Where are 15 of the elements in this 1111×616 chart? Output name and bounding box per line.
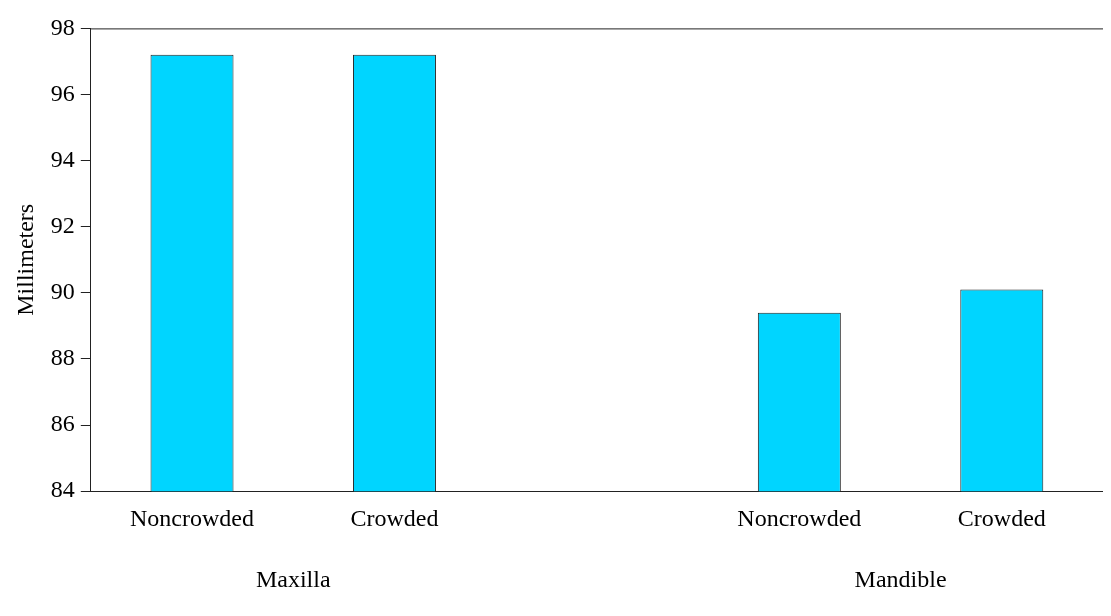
y-tick-label: 88 [50,344,75,371]
y-tick-label: 86 [50,410,75,437]
text: Maxilla [255,566,331,593]
y-tick-label: 96 [50,79,75,106]
y-tick-label: 92 [50,212,75,239]
x-tick-label: Crowded [957,504,1046,531]
x-tick-label: Noncrowded [737,504,862,531]
x-tick-label: Crowded [350,504,439,531]
y-tick-label: 98 [50,13,75,40]
y-axis-title: Millimeters [11,203,38,316]
x-tick-label: Noncrowded [130,504,254,531]
y-tick-label: 94 [50,145,75,172]
y-tick-label: 90 [50,278,75,305]
text: Mandible [854,566,947,593]
y-tick-label: 84 [50,476,75,503]
